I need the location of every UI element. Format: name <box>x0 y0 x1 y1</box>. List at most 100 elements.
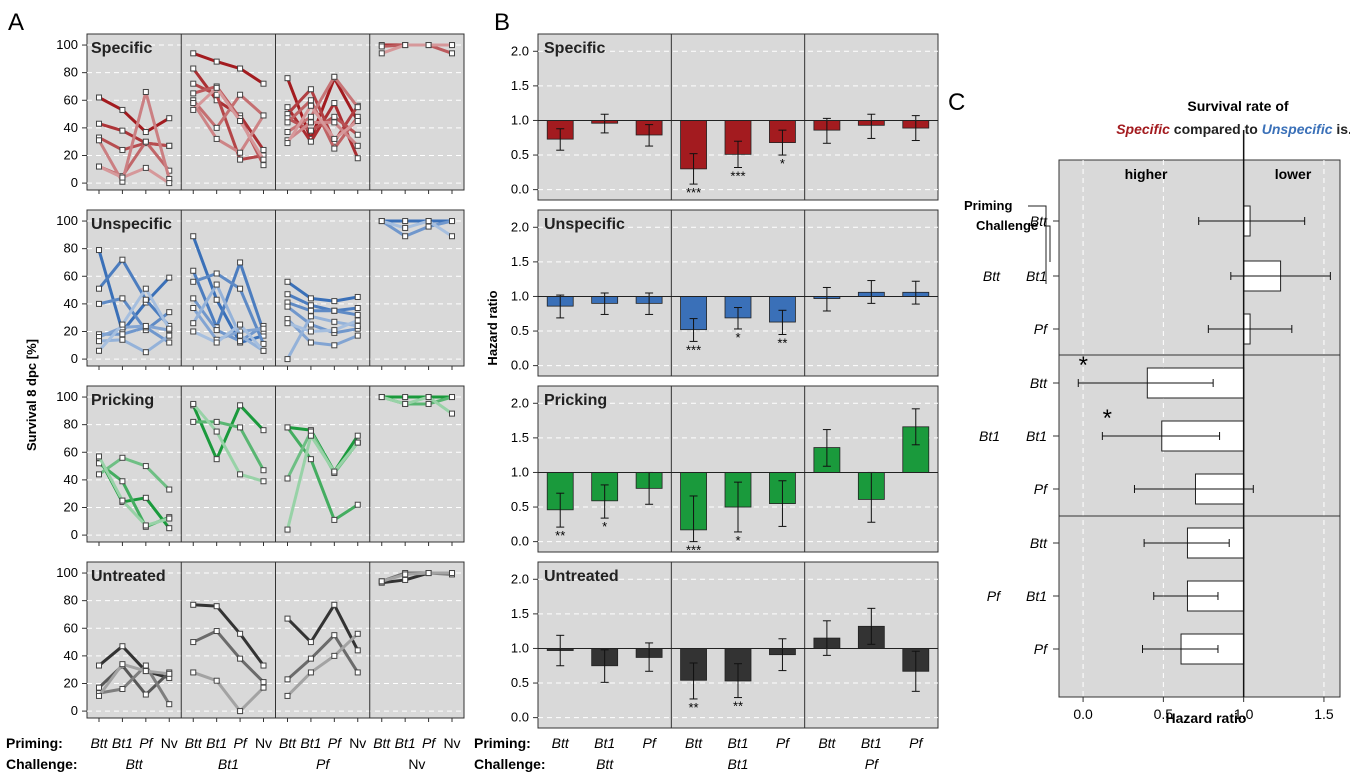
panel-b-ytick-label: 0.5 <box>511 675 529 690</box>
survival-line <box>97 662 170 697</box>
survival-point <box>142 522 149 529</box>
survival-point <box>237 149 244 156</box>
survival-point <box>307 97 314 104</box>
panel-c-letter: C <box>948 89 965 116</box>
survival-point <box>190 601 197 608</box>
survival-point <box>237 708 244 715</box>
significance-marker: ** <box>688 700 698 715</box>
survival-line <box>193 603 265 667</box>
survival-point <box>96 137 102 144</box>
survival-point <box>213 677 220 684</box>
survival-point <box>119 478 126 485</box>
survival-point <box>284 303 291 310</box>
survival-point <box>190 90 197 97</box>
survival-point <box>284 356 291 363</box>
survival-point <box>237 117 244 124</box>
survival-point <box>354 305 361 312</box>
panel-c-challenge-label: Btt <box>1030 535 1048 551</box>
panel-a-ytick-label: 60 <box>64 92 78 107</box>
survival-point <box>96 300 102 307</box>
panel-c-xtick-label: 1.0 <box>1234 706 1254 722</box>
panel-b-ytick-label: 0.0 <box>511 182 529 197</box>
panel-a-row-label: Pricking <box>91 392 154 409</box>
panel-c-priming-label: Pf <box>987 588 1002 604</box>
panel-c-xtick-label: 0.5 <box>1154 706 1174 722</box>
survival-point <box>213 428 220 435</box>
panel-c-challenge-label: Bt1 <box>1026 428 1047 444</box>
survival-point <box>354 669 361 676</box>
survival-point <box>166 180 173 187</box>
survival-point <box>425 394 432 401</box>
survival-point <box>284 75 291 82</box>
survival-point <box>96 453 102 460</box>
survival-point <box>331 318 338 325</box>
panel-a-priming-tick-label: Pf <box>328 735 343 751</box>
survival-point <box>284 692 291 699</box>
survival-point <box>166 701 173 708</box>
survival-point <box>284 320 291 327</box>
panel-b-priming-tick-label: Bt1 <box>861 735 882 751</box>
panel-a-challenge-tick-label: Bt1 <box>218 756 239 772</box>
panel-b-ytick-label: 2.0 <box>511 395 529 410</box>
panel-b-challenge-tick-label: Bt1 <box>727 756 748 772</box>
panel-b-priming-tick-label: Bt1 <box>594 735 615 751</box>
survival-point <box>307 321 314 328</box>
survival-point <box>213 327 220 334</box>
panel-b-letter: B <box>494 9 510 36</box>
panel-a-priming-tick-label: Btt <box>90 735 108 751</box>
survival-point <box>190 100 197 107</box>
survival-point <box>260 679 267 686</box>
panel-b-ytick-label: 1.0 <box>511 112 529 127</box>
panel-a-ytick-label: 40 <box>64 472 78 487</box>
panel-a-ytick-label: 80 <box>64 241 78 256</box>
survival-point <box>307 432 314 439</box>
survival-point <box>237 285 244 292</box>
survival-point <box>331 468 338 475</box>
survival-point <box>307 313 314 320</box>
survival-point <box>307 127 314 134</box>
survival-point <box>96 347 102 354</box>
survival-point <box>166 115 173 122</box>
panel-c-challenge-label: Btt <box>1030 213 1048 229</box>
survival-point <box>96 120 102 127</box>
survival-line <box>381 571 452 583</box>
survival-point <box>449 218 455 225</box>
survival-point <box>142 349 149 356</box>
survival-point <box>142 668 149 675</box>
survival-point <box>190 305 197 312</box>
survival-point <box>307 86 314 93</box>
significance-marker: *** <box>686 185 701 200</box>
survival-point <box>237 471 244 478</box>
significance-marker: *** <box>686 543 701 558</box>
panel-c-xlabel: Hazard ratio <box>1166 710 1247 726</box>
survival-point <box>284 104 291 111</box>
survival-point <box>260 427 267 434</box>
survival-point <box>260 684 267 691</box>
panel-c-header: Survival rate of Specific compared to Un… <box>964 98 1350 284</box>
panel-b-row-label: Pricking <box>544 392 607 409</box>
significance-marker: * <box>602 519 607 534</box>
panel-a-challenge-tick-label: Nv <box>408 756 425 772</box>
survival-point <box>449 50 455 57</box>
panel-a-letter: A <box>8 9 24 36</box>
survival-line <box>286 87 360 144</box>
c-lower-label: lower <box>1275 166 1312 182</box>
survival-point <box>284 119 291 126</box>
survival-point <box>213 281 220 288</box>
panel-c-xtick-label: 0.0 <box>1073 706 1093 722</box>
panel-b-priming-tick-label: Pf <box>909 735 924 751</box>
survival-point <box>449 394 455 401</box>
panel-a-ytick-label: 60 <box>64 268 78 283</box>
panel-b-row-label: Unspecific <box>544 216 625 233</box>
panel-a-priming-tick-label: Bt1 <box>300 735 321 751</box>
survival-point <box>190 233 197 240</box>
survival-point <box>284 140 291 147</box>
panel-a-priming-tick-label: Pf <box>422 735 437 751</box>
survival-point <box>96 684 102 691</box>
survival-point <box>307 328 314 335</box>
panel-a-priming-tick-label: Bt1 <box>112 735 133 751</box>
panel-a-priming-tick-label: Nv <box>255 735 272 751</box>
panel-c-challenge-label: Pf <box>1034 641 1049 657</box>
